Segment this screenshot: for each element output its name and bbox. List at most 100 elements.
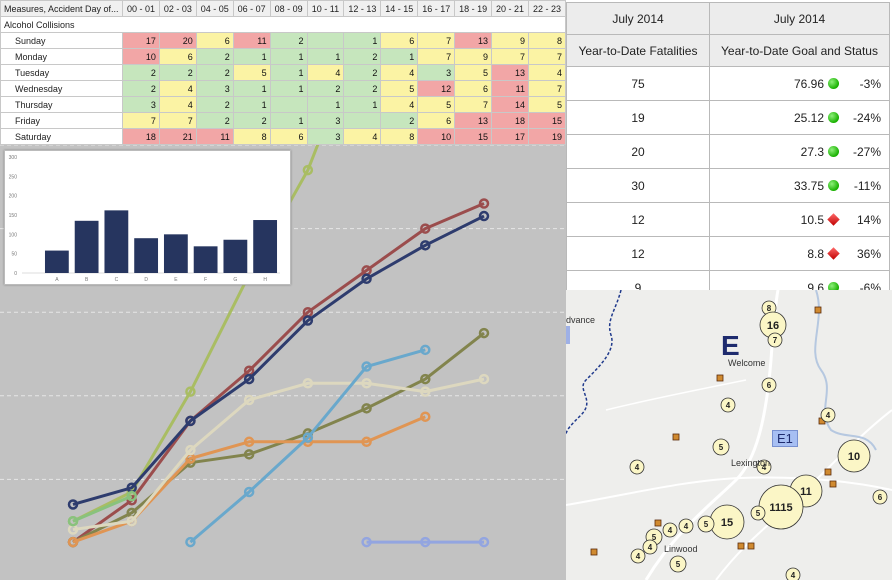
line-point[interactable] — [302, 315, 314, 326]
heatmap-category-label[interactable]: Alcohol Collisions — [0, 16, 566, 33]
line-point[interactable] — [243, 373, 255, 385]
cluster-bubble[interactable] — [720, 397, 736, 413]
heatmap-cell[interactable]: 1 — [269, 64, 308, 81]
incident-marker-icon[interactable] — [737, 542, 745, 550]
heatmap-cell[interactable]: 2 — [195, 96, 234, 113]
heatmap-cell[interactable]: 4 — [527, 64, 567, 81]
fatalities-row[interactable]: 19 25.12 -24% — [566, 100, 890, 135]
line-point[interactable] — [67, 536, 79, 548]
heatmap-cell[interactable]: 3 — [306, 128, 345, 145]
fatalities-row[interactable]: 12 10.5 14% — [566, 202, 890, 237]
heatmap-cell[interactable]: 19 — [527, 128, 567, 145]
incident-marker-icon[interactable] — [716, 374, 724, 382]
heatmap-cell[interactable]: 4 — [158, 96, 197, 113]
hour-column-header[interactable]: 06 - 07 — [232, 0, 271, 17]
heatmap-cell[interactable]: 18 — [491, 112, 529, 129]
line-point[interactable] — [243, 436, 255, 448]
heatmap-cell[interactable]: 3 — [122, 96, 160, 113]
heatmap-cell[interactable]: 1 — [269, 48, 308, 65]
cluster-bubble[interactable] — [750, 505, 766, 521]
bar[interactable] — [253, 220, 278, 273]
heatmap-cell[interactable]: 4 — [380, 96, 419, 113]
hour-column-header[interactable]: 04 - 05 — [195, 0, 234, 17]
heatmap-cell[interactable]: 7 — [527, 48, 567, 65]
cluster-bubble[interactable] — [785, 567, 801, 580]
heatmap-cell[interactable]: 5 — [380, 80, 419, 97]
cluster-bubble[interactable] — [756, 459, 772, 475]
heatmap-cell[interactable]: 8 — [232, 128, 271, 145]
fatalities-row[interactable]: 75 76.96 -3% — [566, 66, 890, 101]
line-point[interactable] — [478, 373, 490, 385]
incident-marker-icon[interactable] — [747, 542, 755, 550]
heatmap-cell[interactable] — [269, 96, 308, 113]
heatmap-cell[interactable]: 11 — [195, 128, 234, 145]
bar[interactable] — [134, 238, 159, 273]
heatmap-cell[interactable]: 1 — [232, 48, 271, 65]
heatmap-cell[interactable]: 8 — [380, 128, 419, 145]
heatmap-cell[interactable]: 1 — [232, 80, 271, 97]
line-point[interactable] — [361, 273, 372, 285]
line-point[interactable] — [185, 415, 196, 427]
heatmap-cell[interactable]: 5 — [454, 64, 493, 81]
heatmap-cell[interactable]: 21 — [158, 128, 197, 145]
cluster-bubble[interactable] — [697, 515, 715, 533]
bar[interactable] — [74, 220, 99, 273]
fatalities-row[interactable]: 30 33.75 -11% — [566, 168, 890, 203]
bar[interactable] — [104, 210, 129, 273]
ytd-goal-status-header[interactable]: Year-to-Date Goal and Status — [709, 34, 890, 67]
heatmap-cell[interactable]: 8 — [527, 32, 567, 49]
heatmap-cell[interactable]: 2 — [232, 112, 271, 129]
line-series[interactable] — [189, 348, 426, 544]
line-point[interactable] — [243, 394, 255, 406]
hour-column-header[interactable]: 12 - 13 — [343, 0, 382, 17]
cluster-bubble[interactable] — [761, 377, 777, 393]
line-point[interactable] — [302, 432, 314, 443]
heatmap-cell[interactable] — [306, 32, 345, 49]
line-point[interactable] — [67, 515, 79, 527]
heatmap-cell[interactable]: 7 — [491, 48, 529, 65]
incident-marker-icon[interactable] — [824, 468, 832, 476]
cluster-bubble[interactable] — [837, 439, 871, 473]
heatmap-cell[interactable]: 1 — [269, 112, 308, 129]
ytd-fatalities-header[interactable]: Year-to-Date Fatalities — [566, 34, 710, 67]
cluster-bubble[interactable] — [767, 332, 783, 348]
heatmap-cell[interactable]: 2 — [195, 112, 234, 129]
line-series[interactable] — [72, 202, 485, 544]
line-point[interactable] — [185, 444, 196, 456]
incident-marker-icon[interactable] — [590, 548, 598, 556]
fatalities-row[interactable]: 12 8.8 36% — [566, 236, 890, 271]
heatmap-cell[interactable]: 1 — [232, 96, 271, 113]
line-point[interactable] — [302, 164, 314, 176]
incident-marker-icon[interactable] — [814, 306, 822, 314]
heatmap-cell[interactable]: 9 — [454, 48, 493, 65]
hour-column-header[interactable]: 18 - 19 — [454, 0, 493, 17]
line-point[interactable] — [126, 515, 137, 527]
heatmap-cell[interactable]: 4 — [306, 64, 345, 81]
line-point[interactable] — [361, 436, 372, 448]
heatmap-cell[interactable]: 5 — [232, 64, 271, 81]
heatmap-cell[interactable]: 4 — [380, 64, 419, 81]
cluster-bubble[interactable] — [630, 548, 646, 564]
line-point[interactable] — [478, 210, 490, 222]
period-header-1[interactable]: July 2014 — [566, 2, 710, 35]
heatmap-cell[interactable]: 1 — [269, 80, 308, 97]
line-point[interactable] — [185, 386, 196, 397]
day-label[interactable]: Thursday — [0, 96, 123, 113]
cluster-bubble[interactable] — [669, 555, 687, 573]
heatmap-cell[interactable]: 10 — [122, 48, 160, 65]
line-point[interactable] — [361, 536, 372, 548]
day-label[interactable]: Saturday — [0, 128, 123, 145]
day-label[interactable]: Friday — [0, 112, 123, 129]
heatmap-cell[interactable]: 2 — [343, 64, 382, 81]
heatmap-cell[interactable]: 3 — [195, 80, 234, 97]
heatmap-cell[interactable]: 10 — [417, 128, 456, 145]
bar[interactable] — [193, 246, 218, 273]
heatmap-cell[interactable]: 17 — [491, 128, 529, 145]
cluster-bubble[interactable] — [820, 407, 836, 423]
heatmap-cell[interactable]: 6 — [158, 48, 197, 65]
heatmap-cell[interactable]: 2 — [269, 32, 308, 49]
heatmap-cell[interactable]: 2 — [122, 80, 160, 97]
heatmap-cell[interactable]: 1 — [380, 48, 419, 65]
heatmap-cell[interactable]: 20 — [158, 32, 197, 49]
period-header-2[interactable]: July 2014 — [709, 2, 890, 35]
